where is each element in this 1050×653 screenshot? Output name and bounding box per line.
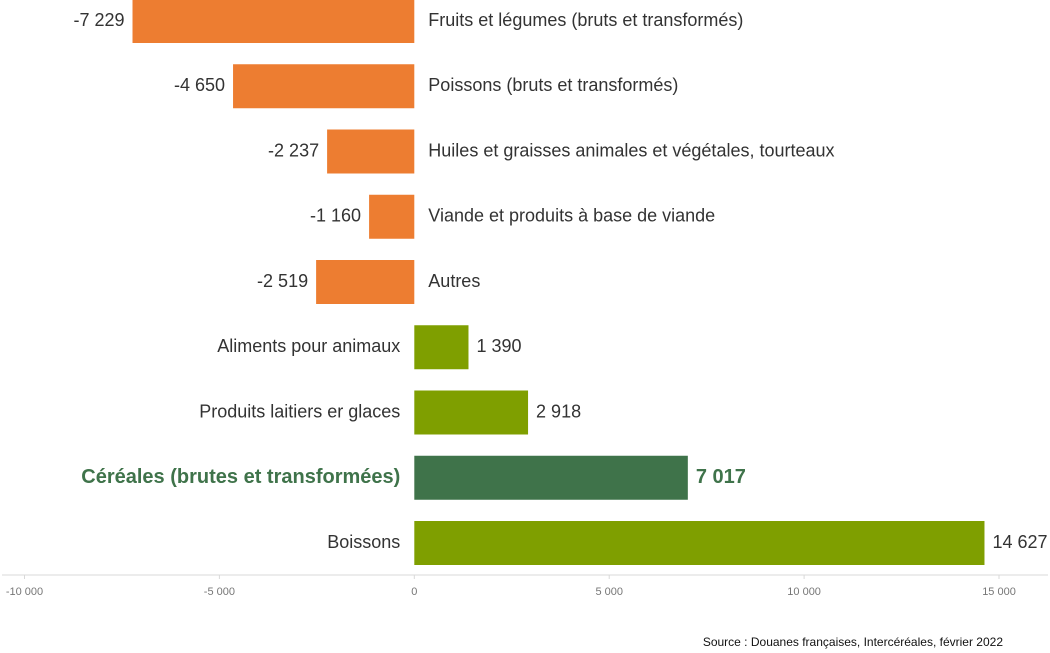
bar — [414, 455, 688, 500]
bar — [414, 521, 985, 565]
x-tick-label: 15 000 — [982, 586, 1016, 598]
category-label: Autres — [428, 271, 480, 291]
value-label: -4 650 — [174, 75, 225, 95]
value-label: 1 390 — [476, 336, 521, 356]
source: Source : Douanes françaises, Intercéréal… — [703, 635, 1003, 649]
bar — [327, 129, 415, 174]
value-label: -2 237 — [268, 140, 319, 160]
x-tick-label: -10 000 — [6, 586, 43, 598]
bar — [414, 390, 529, 435]
x-tick-label: 5 000 — [595, 586, 623, 598]
bar — [369, 194, 415, 239]
bar — [132, 0, 415, 43]
bar — [233, 64, 415, 109]
value-label: 2 918 — [536, 401, 581, 421]
x-tick-label: -5 000 — [204, 586, 235, 598]
bar — [316, 260, 415, 304]
category-label: Aliments pour animaux — [217, 336, 400, 356]
bar — [414, 325, 469, 370]
category-label: Boissons — [327, 532, 400, 552]
value-label: 14 627 — [992, 532, 1047, 552]
category-label: Céréales (brutes et transformées) — [81, 466, 400, 488]
value-label: -1 160 — [310, 206, 361, 226]
value-label: 7 017 — [696, 466, 746, 488]
x-tick-label: 0 — [411, 586, 417, 598]
category-label: Viande et produits à base de viande — [428, 206, 715, 226]
category-label: Produits laitiers er glaces — [199, 401, 400, 421]
x-tick-label: 10 000 — [787, 586, 821, 598]
category-label: Huiles et graisses animales et végétales… — [428, 140, 834, 160]
category-label: Poissons (bruts et transformés) — [428, 75, 678, 95]
value-label: -2 519 — [257, 271, 308, 291]
value-label: -7 229 — [73, 10, 124, 30]
category-label: Fruits et légumes (bruts et transformés) — [428, 10, 743, 30]
